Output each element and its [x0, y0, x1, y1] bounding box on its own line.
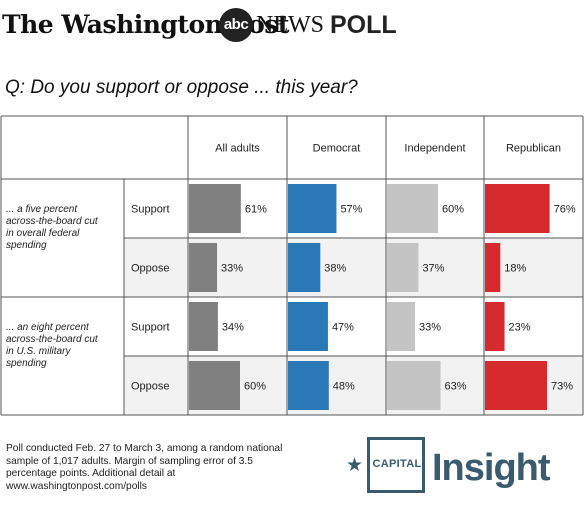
bar: [387, 184, 438, 233]
column-header: All adults: [215, 143, 260, 155]
bar: [387, 243, 419, 292]
header: The Washington Post abc NEWS POLL: [0, 6, 584, 46]
value-label: 61%: [245, 204, 267, 216]
bar: [288, 184, 337, 233]
bar: [485, 243, 501, 292]
capital-insight-logo-box: [367, 437, 425, 493]
bar: [387, 361, 441, 410]
value-label: 18%: [504, 263, 526, 275]
star-icon: ★: [346, 455, 364, 476]
value-label: 23%: [509, 322, 531, 334]
brand-insight: Insight: [432, 447, 551, 489]
value-label: 38%: [324, 263, 346, 275]
brand-capital: CAPITAL: [372, 458, 422, 470]
item-label: ... a five percent across-the-board cut in…: [6, 204, 99, 251]
question-title: Q: Do you support or oppose ... this yea…: [5, 77, 358, 98]
bar: [189, 243, 218, 292]
poll-chart: All adults Democrat Independent Republican.…: [0, 115, 584, 416]
bar: [288, 302, 328, 351]
value-label: 60%: [442, 204, 464, 216]
value-label: 57%: [340, 204, 362, 216]
value-label: 60%: [244, 381, 266, 393]
column-header: Democrat: [313, 143, 361, 155]
value-label: 48%: [333, 381, 355, 393]
value-label: 33%: [419, 322, 441, 334]
column-header: Republican: [506, 143, 561, 155]
value-label: 37%: [422, 263, 444, 275]
value-label: 76%: [554, 204, 576, 216]
bar: [189, 361, 240, 410]
bar: [288, 361, 329, 410]
poll-label: POLL: [330, 11, 397, 39]
bar: [485, 302, 505, 351]
item-label: ... an eight percent across-the-board cut…: [6, 322, 99, 369]
partner-name: NEWS: [256, 12, 324, 38]
bar: [288, 243, 321, 292]
response-label: Oppose: [131, 381, 170, 393]
value-label: 63%: [445, 381, 467, 393]
response-label: Oppose: [131, 263, 170, 275]
response-label: Support: [131, 204, 170, 216]
column-header: Independent: [404, 143, 465, 155]
bar: [485, 361, 548, 410]
footnote: Poll conducted Feb. 27 to March 3, among…: [6, 443, 283, 492]
value-label: 34%: [222, 322, 244, 334]
bar: [485, 184, 550, 233]
bar: [189, 184, 241, 233]
value-label: 33%: [221, 263, 243, 275]
abc-logo-icon: abc: [219, 8, 253, 42]
response-label: Support: [131, 322, 170, 334]
bar: [387, 302, 416, 351]
bar: [189, 302, 218, 351]
value-label: 73%: [551, 381, 573, 393]
value-label: 47%: [332, 322, 354, 334]
